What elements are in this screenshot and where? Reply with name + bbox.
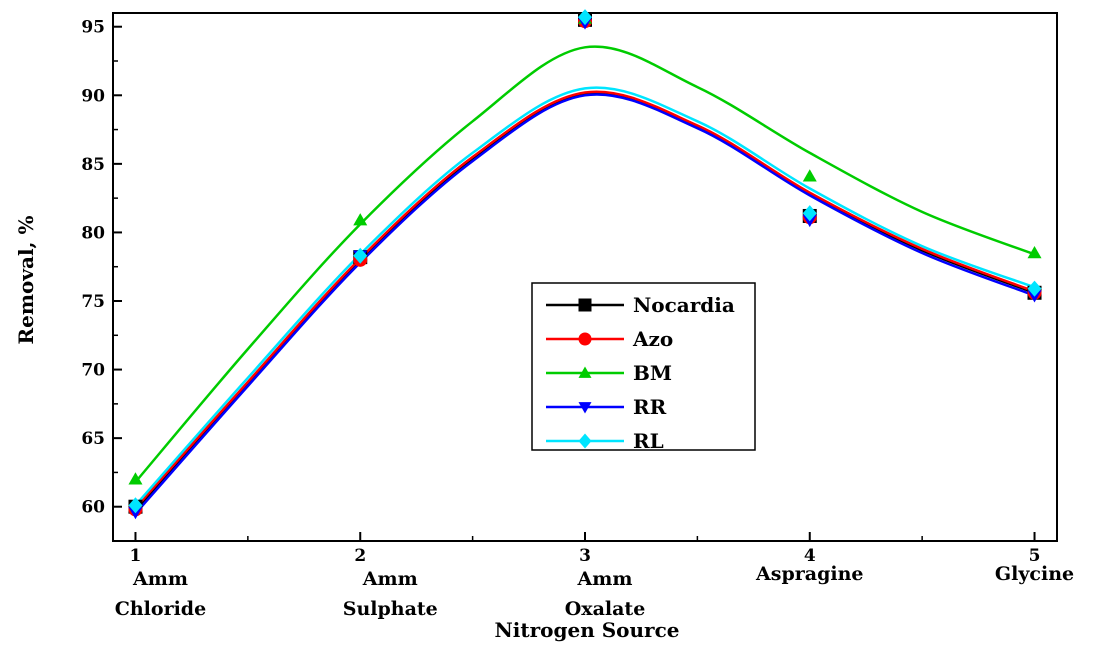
y-tick-label: 70 [81, 361, 105, 381]
legend-box [531, 282, 756, 451]
series-line-rl [134, 86, 1035, 507]
x-category-label: Amm [577, 568, 633, 590]
y-axis-ticks: 60 65 70 75 80 85 90 95 [81, 18, 122, 518]
legend-marker [578, 332, 592, 346]
series-line-azo [134, 90, 1035, 509]
legend-marker [578, 433, 592, 449]
series-line-bm [134, 45, 1035, 483]
legend-marker [578, 298, 592, 312]
x-category-label: Sulphate [343, 598, 438, 620]
legend: Nocardia Azo BM RR RL [531, 282, 756, 453]
x-axis-title: Nitrogen Source [495, 618, 680, 642]
x-category-label: Oxalate [565, 598, 646, 620]
y-tick-label: 95 [81, 18, 105, 38]
x-tick-label: 1 [130, 546, 142, 566]
data-point-rl [1027, 280, 1042, 297]
x-tick-label: 5 [1029, 546, 1041, 566]
x-tick-label: 3 [579, 546, 591, 566]
data-point-rl [128, 497, 143, 514]
legend-label: Azo [632, 327, 673, 351]
y-tick-label: 60 [81, 498, 105, 518]
data-point-rl [353, 247, 368, 264]
x-category-label: Chloride [115, 598, 206, 620]
data-point-bm [128, 472, 143, 485]
y-axis-title: Removal, % [14, 216, 38, 345]
y-tick-label: 90 [81, 86, 105, 106]
x-category-label: Aspragine [755, 563, 863, 585]
x-category-label: Glycine [995, 563, 1074, 585]
y-tick-label: 75 [81, 292, 105, 312]
legend-label: BM [633, 361, 672, 385]
data-point-bm [1027, 246, 1042, 259]
x-tick-label: 4 [804, 546, 816, 566]
data-point-rl [578, 9, 592, 26]
data-point-rl [802, 205, 817, 222]
y-tick-label: 65 [81, 429, 105, 449]
legend-label: RL [633, 429, 664, 453]
x-tick-label: 2 [354, 546, 366, 566]
legend-marker [578, 366, 592, 378]
x-category-label: Amm [362, 568, 418, 590]
series-curves [134, 45, 1035, 515]
x-category-labels: Amm Chloride Amm Sulphate Amm Oxalate Aspragin… [115, 563, 1074, 620]
series-line-rr [134, 93, 1035, 515]
data-point-bm [353, 213, 368, 226]
legend-marker [578, 402, 592, 414]
x-axis-ticks: 1 2 3 4 5 [130, 532, 1041, 566]
x-category-label: Amm [132, 568, 188, 590]
data-point-bm [802, 169, 817, 182]
series-markers [128, 9, 1042, 520]
legend-label: RR [633, 395, 667, 419]
y-tick-label: 80 [81, 223, 105, 243]
legend-label: Nocardia [633, 293, 735, 317]
y-tick-label: 85 [81, 155, 105, 175]
